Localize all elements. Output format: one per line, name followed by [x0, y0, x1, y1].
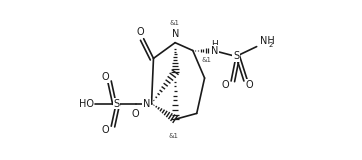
Text: &1: &1	[169, 20, 179, 26]
Text: N: N	[211, 46, 218, 56]
Text: &1: &1	[168, 133, 178, 139]
Text: NH: NH	[260, 36, 274, 46]
Text: O: O	[137, 27, 144, 37]
Text: H: H	[211, 40, 218, 49]
Text: N: N	[143, 99, 150, 109]
Text: O: O	[222, 80, 229, 90]
Text: O: O	[101, 72, 109, 82]
Text: HO: HO	[79, 99, 93, 109]
Text: O: O	[132, 109, 140, 119]
Text: S: S	[113, 99, 119, 109]
Text: 2: 2	[268, 42, 273, 48]
Text: O: O	[101, 125, 109, 135]
Text: O: O	[245, 80, 253, 90]
Text: N: N	[172, 29, 180, 39]
Text: &1: &1	[202, 57, 211, 63]
Text: S: S	[233, 51, 239, 61]
